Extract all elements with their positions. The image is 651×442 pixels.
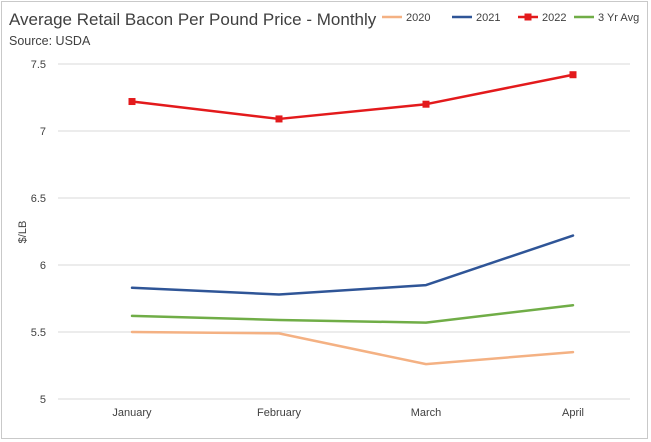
y-axis-label: $/LB <box>17 221 29 244</box>
y-tick-label: 7.5 <box>31 59 46 71</box>
x-tick-label: March <box>411 407 442 419</box>
legend: 2020 2021 2022 3 Yr Avg <box>382 12 639 24</box>
gridlines <box>58 63 630 400</box>
x-tick-label: January <box>112 407 152 419</box>
legend-label-2022: 2022 <box>542 12 566 24</box>
data-point-2022 <box>128 98 136 106</box>
data-point-2022 <box>422 100 430 108</box>
y-tick-label: 7 <box>40 126 46 138</box>
x-tick-label: April <box>562 407 584 419</box>
x-tick-labels: January February March April <box>112 407 584 419</box>
y-tick-labels: 5 5.5 6 6.5 7 7.5 <box>31 59 46 406</box>
legend-label-2021: 2021 <box>476 12 500 24</box>
y-tick-label: 6 <box>40 260 46 272</box>
y-tick-label: 6.5 <box>31 193 46 205</box>
data-point-2022 <box>569 71 577 79</box>
chart-title: Average Retail Bacon Per Pound Price - M… <box>9 10 377 29</box>
chart-subtitle: Source: USDA <box>9 34 91 48</box>
series-line-3-yr-avg <box>130 303 575 324</box>
series-line-2020 <box>130 330 575 366</box>
legend-label-2020: 2020 <box>406 12 430 24</box>
series-group <box>128 71 577 366</box>
x-tick-label: February <box>257 407 302 419</box>
data-point-2022 <box>275 115 283 123</box>
legend-label-3-yr-avg: 3 Yr Avg <box>598 12 639 24</box>
series-line-2021 <box>130 234 575 296</box>
y-tick-label: 5 <box>40 394 46 406</box>
series-line-2022 <box>130 73 575 121</box>
legend-marker-2022 <box>524 13 532 21</box>
y-tick-label: 5.5 <box>31 327 46 339</box>
